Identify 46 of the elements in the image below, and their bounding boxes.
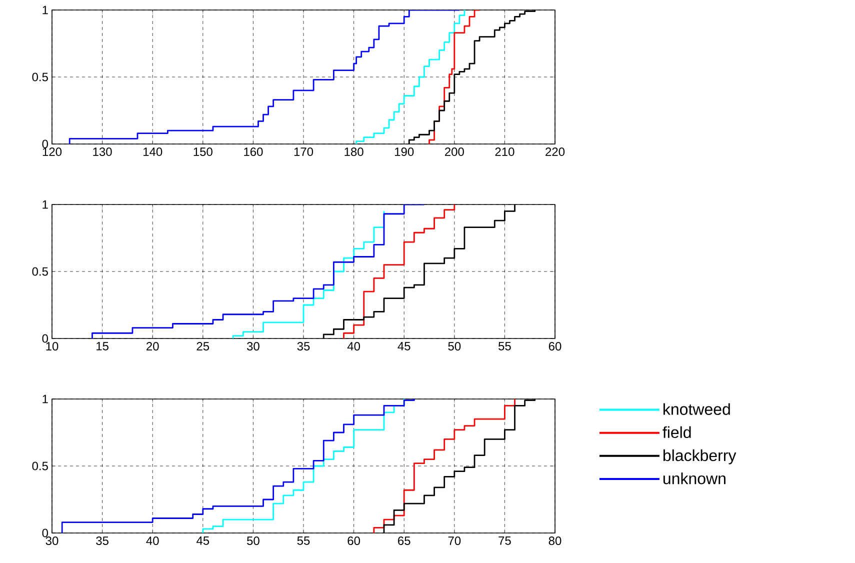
y-tick-label: 1 (42, 394, 48, 404)
x-tick-label: 140 (144, 148, 162, 156)
x-tick-label: 80 (548, 536, 562, 546)
y-tick-label: 0 (42, 140, 48, 148)
x-tick-label: 180 (344, 148, 364, 156)
x-tick-label: 40 (347, 342, 360, 351)
x-tick-label: 40 (146, 536, 159, 546)
x-tick-label: 150 (194, 148, 212, 156)
x-tick-label: 55 (297, 536, 310, 545)
x-tick-label: 50 (247, 536, 260, 546)
x-tick-label: 75 (498, 536, 511, 545)
x-tick-label: 130 (93, 148, 112, 156)
x-tick-label: 60 (548, 342, 562, 351)
x-tick-label: 220 (546, 148, 565, 156)
x-tick-label: 60 (348, 536, 360, 546)
y-tick-label: 0 (42, 528, 48, 538)
x-tick-label: 50 (448, 342, 461, 351)
x-tick-label: 15 (96, 342, 108, 350)
x-tick-label: 170 (294, 148, 314, 156)
x-tick-label: 10 (46, 342, 58, 351)
x-tick-label: 30 (246, 342, 260, 351)
x-tick-label: 35 (96, 536, 108, 546)
x-tick-label: 30 (46, 536, 58, 546)
x-tick-label: 45 (398, 342, 410, 350)
x-tick-label: 210 (495, 148, 514, 156)
x-tick-label: 65 (398, 536, 410, 546)
x-tick-label: 190 (395, 148, 414, 156)
legend-label: blackberry (663, 449, 736, 464)
y-tick-label: 1 (42, 6, 48, 14)
x-tick-label: 55 (498, 342, 511, 350)
y-tick-label: 0 (42, 334, 48, 343)
legend-label: unknown (663, 472, 726, 484)
y-tick-label: 1 (42, 200, 48, 209)
x-tick-label: 120 (42, 148, 62, 156)
x-tick-label: 160 (244, 148, 263, 156)
x-tick-label: 45 (196, 536, 210, 545)
x-tick-label: 20 (146, 342, 159, 351)
y-tick-label: 0.5 (32, 72, 48, 82)
y-tick-label: 0.5 (32, 267, 48, 276)
x-tick-label: 25 (196, 342, 210, 351)
legend-label: field (662, 426, 691, 438)
x-tick-label: 35 (297, 342, 310, 351)
x-tick-label: 200 (444, 148, 464, 156)
legend-label: knotweed (664, 403, 730, 415)
y-tick-label: 0.5 (32, 462, 48, 470)
x-tick-label: 70 (448, 536, 461, 546)
